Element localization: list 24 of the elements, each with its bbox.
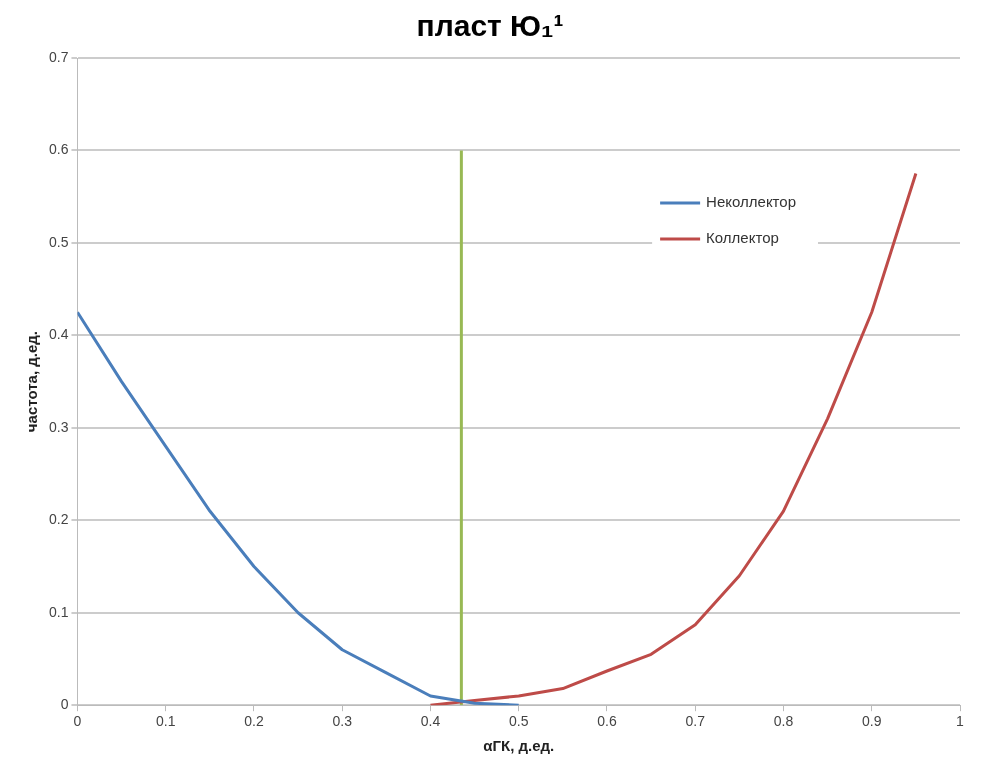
x-tick-label: 0.5 <box>509 713 529 730</box>
x-tick-label: 1 <box>956 713 965 730</box>
x-tick-label: 0.8 <box>773 713 794 730</box>
x-tick-label: 0.4 <box>420 713 441 730</box>
x-tick-label: 0.7 <box>685 713 706 730</box>
y-tick-label: 0.7 <box>48 48 69 65</box>
x-tick-label: 0 <box>73 713 82 730</box>
legend-label: Неколлектор <box>706 193 797 211</box>
legend-label: Коллектор <box>706 229 779 247</box>
x-axis-title: αГК, д.ед. <box>483 737 555 755</box>
x-tick-label: 0.2 <box>244 713 264 730</box>
y-tick-label: 0.1 <box>48 603 69 620</box>
x-tick-label: 0.9 <box>862 713 882 730</box>
y-tick-label: 0.2 <box>48 511 69 528</box>
x-tick-label: 0.1 <box>155 713 176 730</box>
y-tick-label: 0.6 <box>48 141 69 158</box>
y-axis-title: частота, д.ед. <box>23 331 41 433</box>
y-tick-label: 0.3 <box>48 418 69 435</box>
y-tick-label: 0.4 <box>48 326 69 343</box>
y-tick-label: 0.5 <box>48 233 69 250</box>
y-tick-label: 0 <box>60 696 69 713</box>
chart-title: пласт Ю₁¹ <box>416 9 564 43</box>
x-tick-label: 0.6 <box>597 713 617 730</box>
x-tick-label: 0.3 <box>332 713 353 730</box>
